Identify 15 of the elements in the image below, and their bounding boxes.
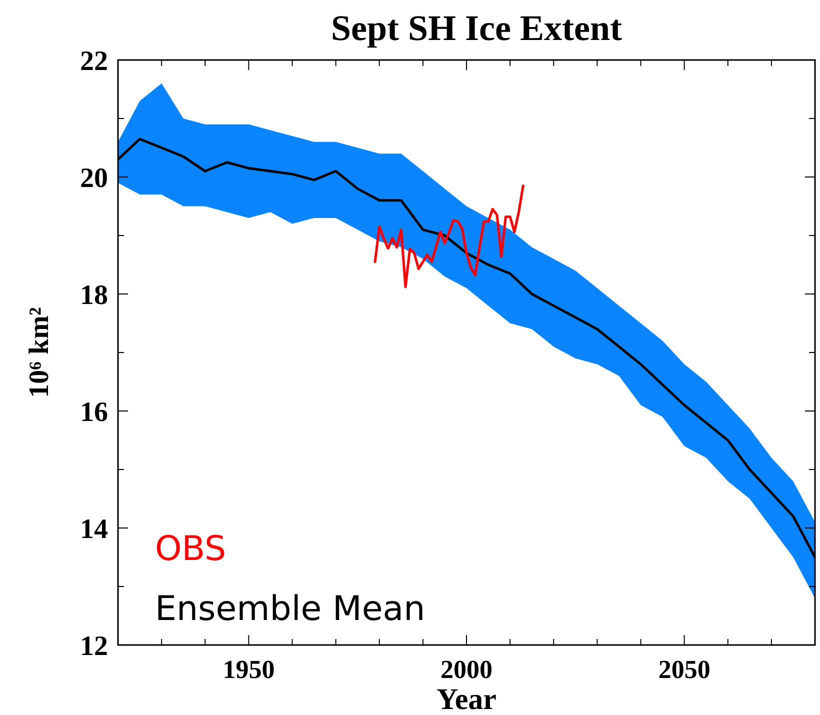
text: OBS [155, 529, 226, 569]
x-tick-label: 1950 [222, 655, 275, 684]
y-tick-label: 22 [80, 46, 108, 77]
y-tick-label: 20 [80, 163, 108, 194]
x-tick-label: 2000 [440, 655, 492, 684]
text: Ensemble Mean [155, 589, 426, 629]
y-tick-label: 16 [80, 397, 108, 428]
y-tick-label: 14 [80, 514, 108, 545]
x-tick-label: 2050 [658, 655, 710, 684]
y-axis-title: 10⁶ km² [24, 307, 55, 398]
y-tick-label: 12 [80, 631, 108, 662]
x-axis-title: Year [436, 683, 496, 715]
y-tick-label: 18 [80, 280, 108, 311]
chart-title: Sept SH Ice Extent [331, 8, 622, 48]
line-series [374, 184, 524, 288]
